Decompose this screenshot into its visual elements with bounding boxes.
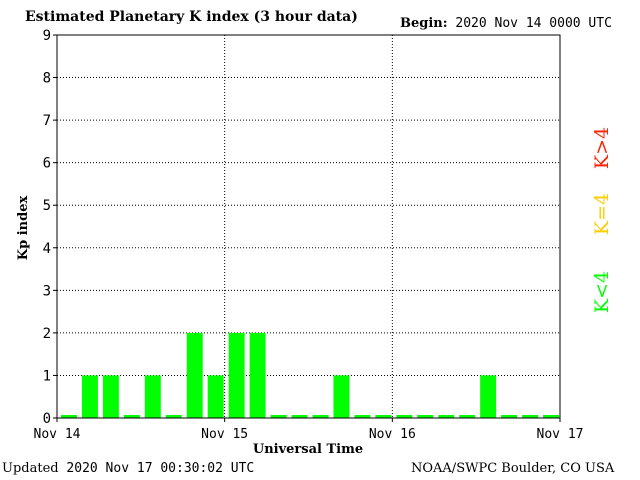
kp-bar <box>438 415 455 418</box>
kp-bar <box>144 375 161 418</box>
legend-item: K=4 <box>591 193 613 235</box>
kp-bar <box>249 332 266 418</box>
bar-series <box>61 332 559 418</box>
kp-bar <box>270 415 287 418</box>
y-tick-label: 2 <box>43 326 51 342</box>
y-tick-label: 9 <box>43 28 51 44</box>
kp-bar <box>501 415 518 418</box>
legend-item: K>4 <box>591 127 613 169</box>
kp-bar <box>228 332 245 418</box>
y-tick-label: 5 <box>43 198 51 214</box>
x-tick-label: Nov 14 <box>34 427 81 442</box>
y-axis-label: Kp index <box>16 196 31 261</box>
credit-line: NOAA/SWPC Boulder, CO USA <box>411 461 615 476</box>
y-tick-label: 7 <box>43 113 51 129</box>
begin-value: 2020 Nov 14 0000 UTC <box>455 16 612 31</box>
kp-bar <box>480 375 497 418</box>
kp-bar <box>417 415 434 418</box>
y-tick-label: 6 <box>43 156 51 172</box>
plot-frame <box>56 34 561 419</box>
y-tick-label: 3 <box>43 283 51 299</box>
y-axis: 0 1 2 3 4 5 6 7 8 9 <box>43 28 57 427</box>
updated-value: 2020 Nov 17 00:30:02 UTC <box>66 461 255 476</box>
legend: K>4 K=4 K<4 <box>591 127 613 313</box>
kp-bar <box>207 375 224 418</box>
kp-bar <box>522 415 539 418</box>
kp-bar <box>312 415 329 418</box>
y-tick-label: 0 <box>43 411 51 427</box>
chart-title: Estimated Planetary K index (3 hour data… <box>25 9 358 25</box>
begin-label: Begin: <box>400 16 448 31</box>
kp-bar <box>81 375 98 418</box>
grid-lines <box>57 35 560 418</box>
x-tick-label: Nov 16 <box>369 427 416 442</box>
legend-item: K<4 <box>591 271 613 313</box>
kp-bar <box>61 415 77 418</box>
updated-info: Updated 2020 Nov 17 00:30:02 UTC <box>2 461 254 476</box>
x-axis: Nov 14 Nov 15 Nov 16 Nov 17 <box>34 418 584 442</box>
updated-label: Updated <box>2 461 59 476</box>
y-tick-label: 8 <box>43 71 51 87</box>
kp-bar <box>123 415 140 418</box>
x-tick-label: Nov 15 <box>201 427 248 442</box>
x-tick-label: Nov 17 <box>537 427 584 442</box>
begin-info: Begin: 2020 Nov 14 0000 UTC <box>400 16 612 31</box>
kp-bar <box>459 415 476 418</box>
kp-bar <box>333 375 350 418</box>
kp-bar <box>354 415 371 418</box>
kp-bar <box>543 415 559 418</box>
kp-bar <box>375 415 392 418</box>
kp-bar <box>102 375 119 418</box>
kp-bar <box>291 415 308 418</box>
kp-bar <box>186 332 203 418</box>
kp-bar <box>396 415 413 418</box>
kp-bar <box>165 415 182 418</box>
y-tick-label: 4 <box>43 241 51 257</box>
x-axis-label: Universal Time <box>253 442 363 457</box>
y-tick-label: 1 <box>43 368 51 384</box>
